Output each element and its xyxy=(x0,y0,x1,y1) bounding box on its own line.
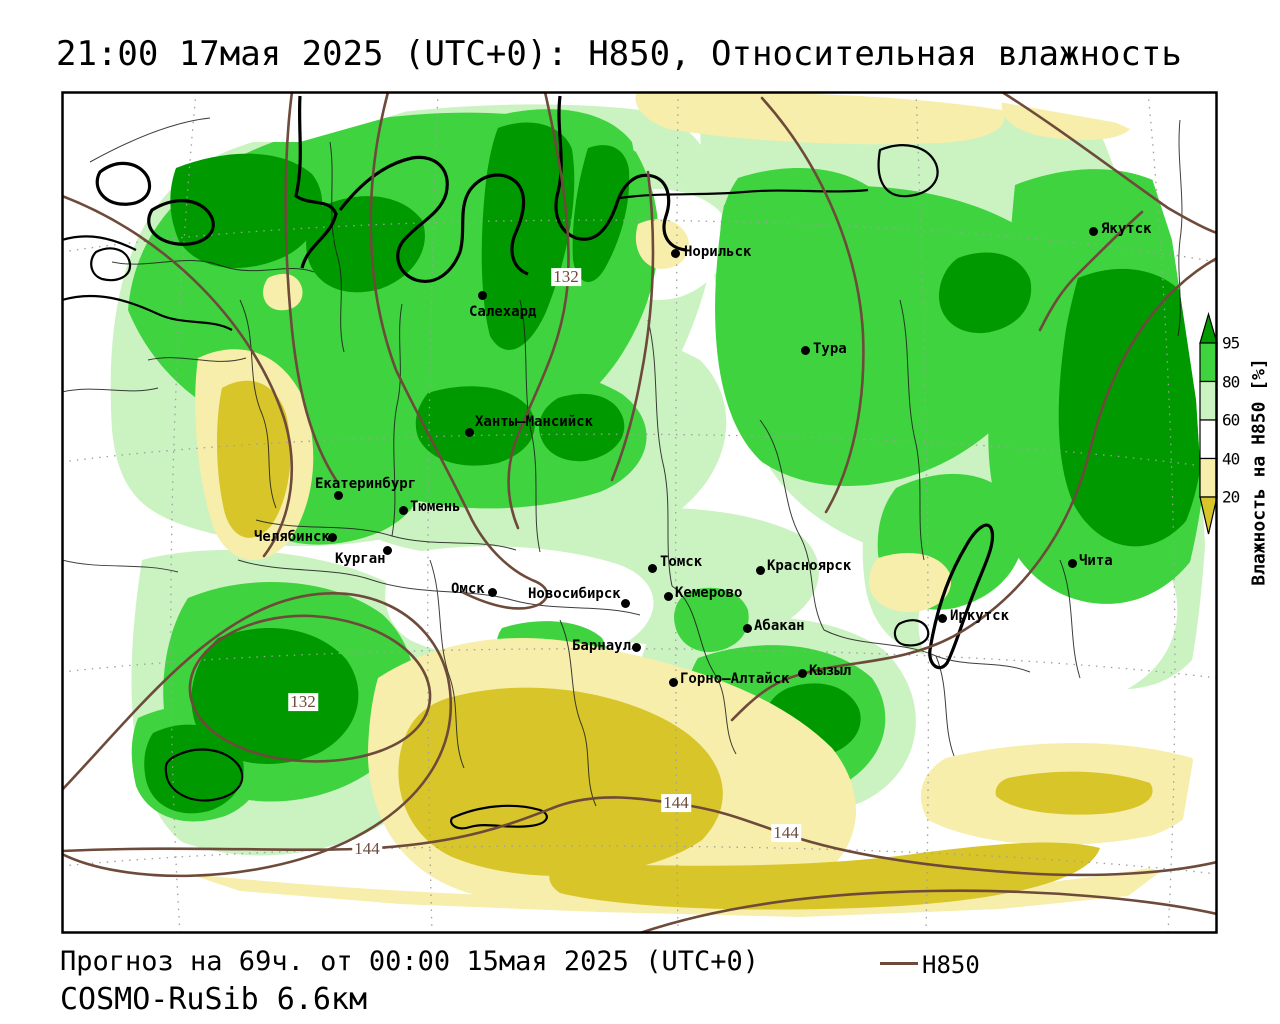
contour-value-label: 144 xyxy=(352,839,382,859)
city-dot xyxy=(663,591,673,601)
city-label: Тюмень xyxy=(410,499,461,515)
city-dot xyxy=(647,563,657,573)
city-label: Чита xyxy=(1079,553,1113,569)
city-label: Екатеринбург xyxy=(315,476,417,492)
city-dot xyxy=(398,505,408,515)
model-info: COSMO-RuSib 6.6км xyxy=(60,982,368,1017)
legend-colorbar xyxy=(1199,311,1218,535)
city-dot xyxy=(668,677,678,687)
contour-value-label: 144 xyxy=(771,823,801,843)
legend-tick-label: 95 xyxy=(1222,333,1240,353)
city-dot xyxy=(742,623,752,633)
city-label: Кемерово xyxy=(675,585,743,601)
city-dot xyxy=(333,490,343,500)
contour-value-label: 132 xyxy=(551,267,581,287)
forecast-info: Прогноз на 69ч. от 00:00 15мая 2025 (UTC… xyxy=(60,946,759,977)
h850-legend-label: H850 xyxy=(922,951,980,979)
map-interior xyxy=(62,92,1217,933)
city-label: Томск xyxy=(660,554,703,570)
city-dot xyxy=(382,545,392,555)
city-dot xyxy=(464,427,474,437)
humidity-field xyxy=(106,93,1206,917)
city-dot xyxy=(797,668,807,678)
legend-tick-label: 80 xyxy=(1222,372,1240,392)
city-label: Новосибирск xyxy=(528,586,621,602)
city-dot xyxy=(755,565,765,575)
contour-value-label: 144 xyxy=(661,793,691,813)
legend-tick-label: 40 xyxy=(1222,449,1240,469)
city-label: Красноярск xyxy=(767,558,852,574)
city-label: Салехард xyxy=(469,304,537,320)
city-dot xyxy=(1067,558,1077,568)
city-label: Норильск xyxy=(684,244,752,260)
graticule xyxy=(62,92,1217,933)
city-dot xyxy=(477,290,487,300)
city-label: Иркутск xyxy=(950,608,1010,624)
city-label: Курган xyxy=(335,551,386,567)
city-dot xyxy=(1088,226,1098,236)
city-label: Якутск xyxy=(1101,221,1152,237)
legend-caption: Влажность на H850 [%] xyxy=(1248,358,1270,586)
page-title: 21:00 17мая 2025 (UTC+0): H850, Относите… xyxy=(56,34,1182,74)
city-dot xyxy=(937,613,947,623)
contour-value-label: 132 xyxy=(288,692,318,712)
city-dot xyxy=(800,345,810,355)
legend-tick-label: 60 xyxy=(1222,410,1240,430)
city-label: Омск xyxy=(451,581,485,597)
legend-tick-label: 20 xyxy=(1222,487,1240,507)
city-label: Ханты—Мансийск xyxy=(475,414,594,430)
city-dot xyxy=(327,532,337,542)
city-label: Кызыл xyxy=(809,663,852,679)
city-dot xyxy=(670,248,680,258)
city-label: Барнаул xyxy=(572,638,632,654)
coastlines xyxy=(62,95,995,830)
city-label: Тура xyxy=(813,341,847,357)
city-dot xyxy=(620,598,630,608)
city-label: Горно—Алтайск xyxy=(680,671,790,687)
city-dot xyxy=(487,587,497,597)
city-label: Челябинск xyxy=(254,529,330,545)
map-frame xyxy=(61,91,1218,934)
city-dot xyxy=(631,642,641,652)
h850-legend-line xyxy=(880,962,918,965)
city-label: Абакан xyxy=(754,618,805,634)
